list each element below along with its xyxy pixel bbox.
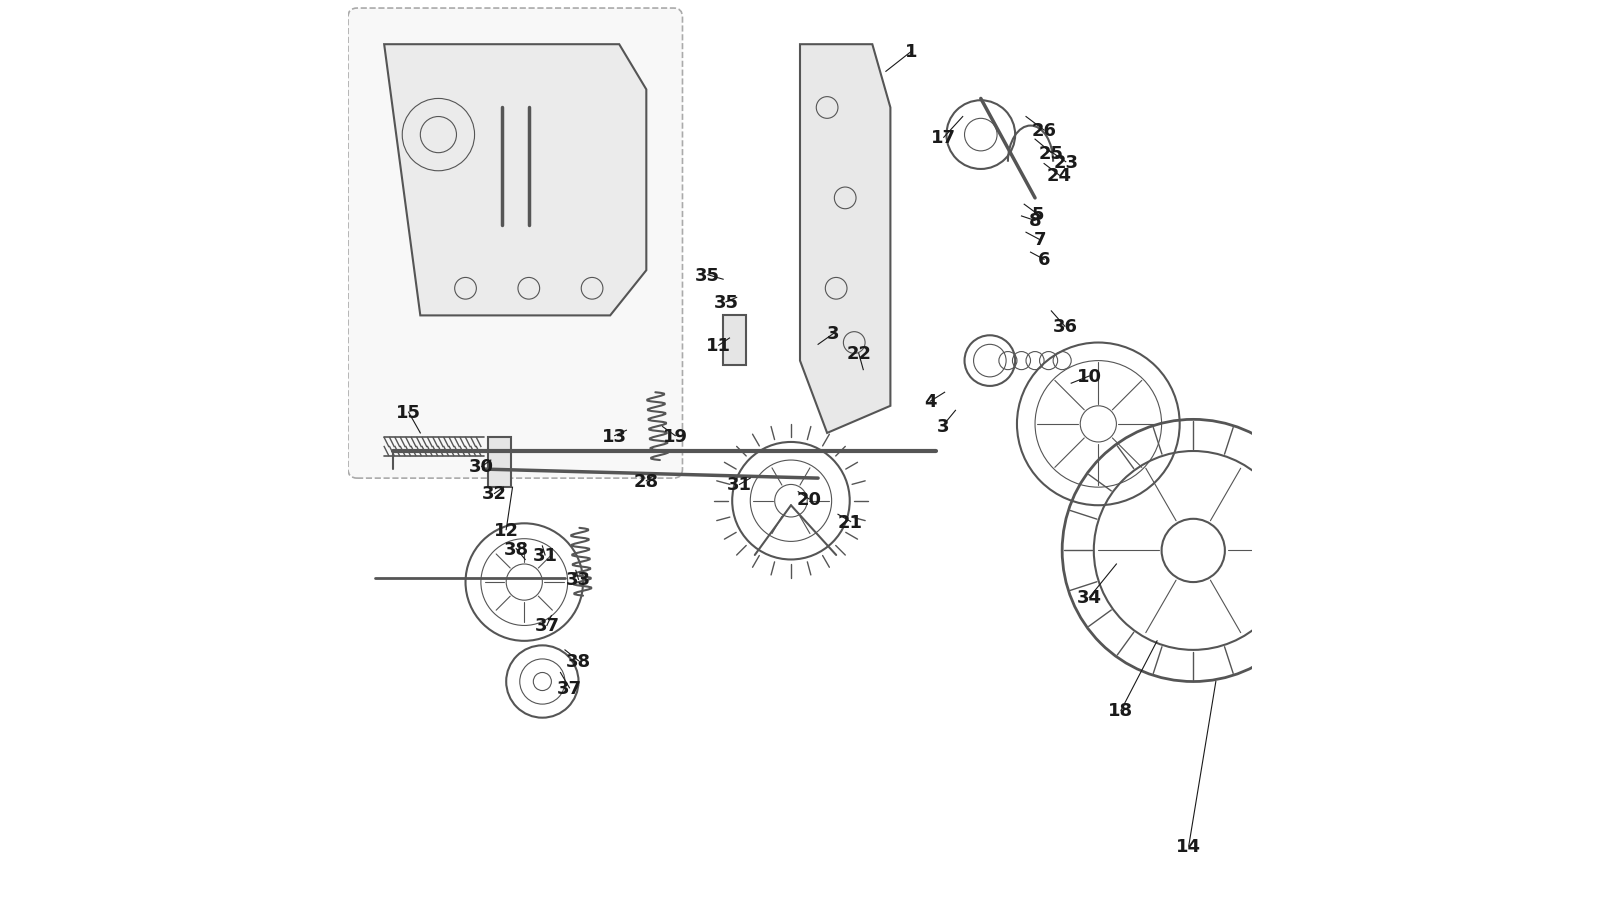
Polygon shape (800, 45, 891, 433)
Text: 8: 8 (1029, 212, 1042, 230)
Text: 32: 32 (482, 485, 507, 503)
Text: 25: 25 (1038, 144, 1064, 163)
Text: 11: 11 (706, 337, 731, 355)
FancyBboxPatch shape (723, 316, 746, 366)
Text: 36: 36 (1053, 318, 1077, 336)
Text: 23: 23 (1053, 154, 1078, 172)
Text: 24: 24 (1046, 167, 1072, 185)
Text: 33: 33 (566, 571, 590, 589)
Text: 18: 18 (1109, 702, 1133, 720)
Text: 10: 10 (1077, 368, 1102, 386)
Text: 35: 35 (714, 293, 738, 312)
Text: 12: 12 (494, 521, 518, 539)
Text: 35: 35 (696, 266, 720, 284)
Text: 37: 37 (557, 679, 582, 697)
Text: 37: 37 (534, 617, 560, 635)
Text: 20: 20 (797, 490, 821, 508)
FancyBboxPatch shape (488, 438, 510, 488)
Text: 13: 13 (602, 427, 627, 445)
Text: 17: 17 (931, 129, 957, 147)
Text: 7: 7 (1034, 231, 1046, 249)
Text: 19: 19 (662, 427, 688, 445)
Text: 1: 1 (906, 43, 917, 61)
FancyBboxPatch shape (349, 9, 683, 479)
Text: 26: 26 (1032, 122, 1056, 140)
Text: 31: 31 (726, 476, 752, 494)
Text: 14: 14 (1176, 837, 1202, 855)
Text: 4: 4 (923, 393, 936, 411)
Text: 21: 21 (838, 513, 862, 531)
Text: 3: 3 (936, 417, 949, 435)
Text: 34: 34 (1077, 589, 1102, 607)
Text: 30: 30 (469, 458, 494, 476)
Text: 5: 5 (1032, 206, 1045, 224)
Text: 38: 38 (566, 652, 590, 670)
Text: 22: 22 (846, 345, 872, 363)
Text: 31: 31 (533, 546, 557, 564)
Polygon shape (384, 45, 646, 316)
Text: 3: 3 (827, 325, 840, 343)
Text: 6: 6 (1038, 251, 1050, 269)
Text: 15: 15 (397, 404, 421, 422)
Text: 38: 38 (504, 540, 528, 558)
Text: 28: 28 (634, 472, 659, 490)
